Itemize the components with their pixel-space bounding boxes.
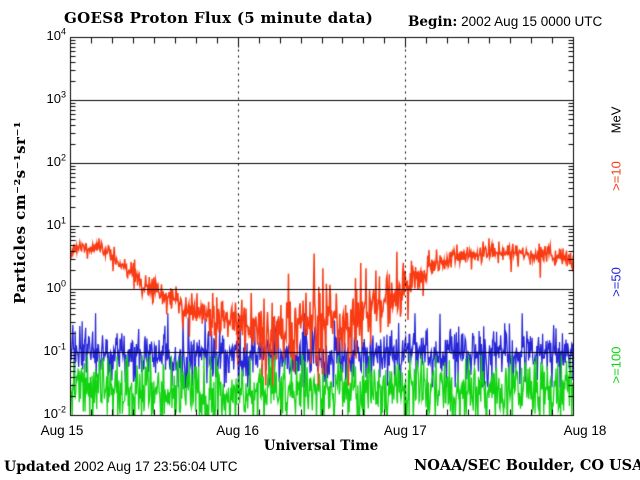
begin-label: Begin: [408, 14, 458, 30]
legend-unit-mev: MeV [608, 106, 624, 134]
y-tick-label-1e-1: 10-1 [43, 341, 66, 358]
x-axis-title: Universal Time [263, 438, 379, 454]
y-tick-label-1e-2: 10-2 [43, 404, 66, 421]
x-tick-label-aug-15: Aug 15 [40, 423, 84, 438]
x-tick-label-aug-16: Aug 16 [216, 423, 260, 438]
legend-ge100-mev: >=100 [608, 346, 624, 384]
begin-value: 2002 Aug 15 0000 UTC [461, 14, 603, 29]
y-tick-label-1e3: 103 [46, 89, 66, 106]
y-tick-label-1e1: 101 [46, 215, 66, 232]
legend-ge50-mev: >=50 [608, 267, 624, 297]
x-tick-label-aug-18: Aug 18 [563, 423, 607, 438]
y-tick-label-1e4: 104 [46, 26, 66, 43]
chart-title: GOES8 Proton Flux (5 minute data) [64, 9, 374, 27]
updated-timestamp: Updated 2002 Aug 17 23:56:04 UTC [4, 458, 238, 475]
updated-label: Updated [4, 459, 71, 475]
credit-noaa-sec: NOAA/SEC Boulder, CO USA [414, 457, 640, 474]
begin-timestamp: Begin: 2002 Aug 15 0000 UTC [408, 14, 602, 30]
legend-ge10-mev: >=10 [608, 161, 624, 191]
x-tick-label-aug-17: Aug 17 [383, 423, 427, 438]
updated-value: 2002 Aug 17 23:56:04 UTC [73, 459, 238, 474]
y-tick-label-1e0: 100 [46, 278, 66, 295]
y-tick-label-1e2: 102 [46, 152, 66, 169]
